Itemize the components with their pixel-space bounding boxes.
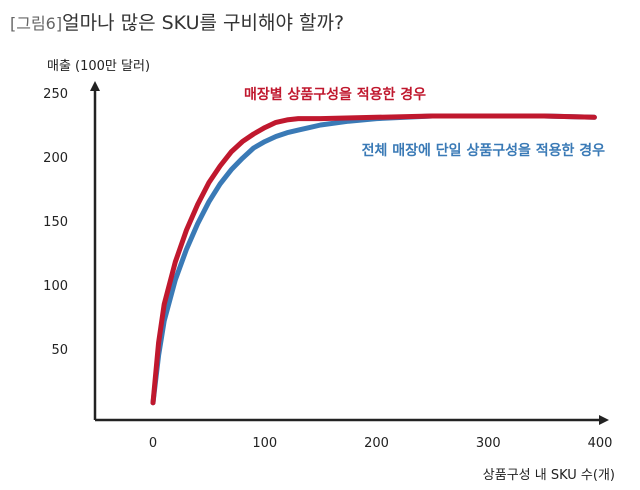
series-line-blue <box>150 113 597 406</box>
series-label-blue: 전체 매장에 단일 상품구성을 적용한 경우 <box>362 142 605 159</box>
y-tick-label: 250 <box>43 87 68 102</box>
x-tick-label: 100 <box>252 436 277 451</box>
series-line-red <box>150 113 597 406</box>
figure-title: [그림6]얼마나 많은 SKU를 구비해야 할까? <box>10 8 344 35</box>
y-tick-label: 50 <box>51 343 68 358</box>
y-tick-label: 150 <box>43 215 68 230</box>
x-tick-label: 400 <box>588 436 613 451</box>
figure-title-text: 얼마나 많은 SKU를 구비해야 할까? <box>62 12 345 34</box>
y-tick-label: 200 <box>43 151 68 166</box>
series-label-red: 매장별 상품구성을 적용한 경우 <box>244 86 426 103</box>
y-tick-label: 100 <box>43 279 68 294</box>
y-axis-label: 매출 (100만 달러) <box>47 59 150 74</box>
figure-tag: [그림6] <box>10 14 63 33</box>
x-tick-label: 200 <box>364 436 389 451</box>
x-tick-label: 300 <box>476 436 501 451</box>
x-axis-label: 상품구성 내 SKU 수(개) <box>483 468 615 483</box>
x-tick-label: 0 <box>149 436 157 451</box>
